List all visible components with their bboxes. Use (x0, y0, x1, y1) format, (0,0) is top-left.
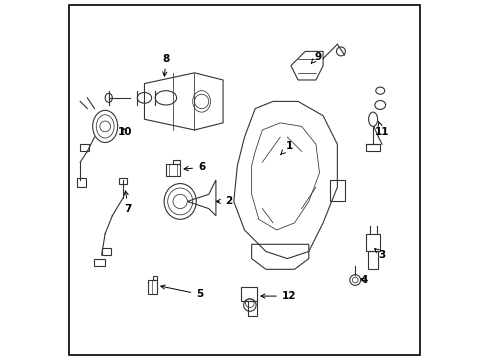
Bar (77, 178, 85, 187)
Bar (241, 287, 257, 301)
Text: 5: 5 (161, 285, 203, 299)
Bar (165, 164, 180, 176)
Text: 6: 6 (183, 162, 205, 172)
Text: 8: 8 (162, 54, 169, 76)
Text: 7: 7 (124, 191, 132, 213)
Text: 11: 11 (374, 121, 388, 137)
Text: 3: 3 (374, 249, 385, 260)
Text: 10: 10 (117, 127, 132, 137)
Bar (153, 276, 157, 280)
Bar (247, 301, 257, 316)
Bar (119, 178, 126, 184)
Bar (80, 144, 89, 152)
Bar (102, 248, 110, 255)
Bar (94, 258, 105, 266)
Bar (365, 234, 380, 251)
Bar (365, 144, 380, 152)
Text: 1: 1 (280, 141, 292, 154)
Text: 12: 12 (260, 291, 296, 301)
Text: 9: 9 (310, 52, 321, 63)
Bar (367, 251, 378, 269)
Text: 4: 4 (360, 275, 367, 285)
Bar (148, 280, 157, 294)
Text: 2: 2 (216, 197, 232, 206)
Bar (173, 160, 180, 164)
